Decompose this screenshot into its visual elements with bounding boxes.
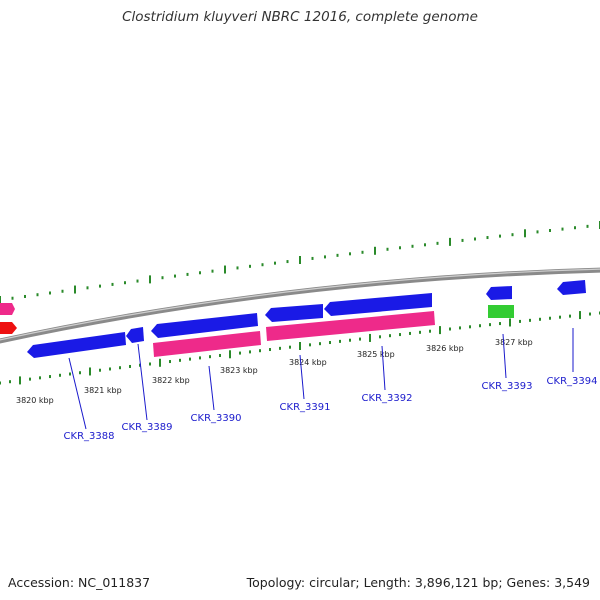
gene-label[interactable]: CKR_3388 — [64, 431, 115, 442]
gene-partial-pink — [0, 303, 15, 315]
genome-summary-text: Topology: circular; Length: 3,896,121 bp… — [246, 575, 590, 590]
gene-leader-line — [137, 343, 148, 421]
scale-label: 3825 kbp — [357, 350, 395, 359]
scale-label: 3821 kbp — [84, 386, 122, 395]
scale-label: 3823 kbp — [220, 366, 258, 375]
gene-CKR_3389[interactable] — [126, 327, 144, 343]
genome-backbone-highlight — [0, 268, 600, 341]
gene-label[interactable]: CKR_3394 — [547, 376, 598, 387]
gene-leader-line — [208, 365, 215, 411]
gene-leader-line — [502, 333, 507, 379]
gene-label[interactable]: CKR_3393 — [482, 381, 533, 392]
map-title: Clostridium kluyveri NBRC 12016, complet… — [122, 9, 478, 25]
scale-label: 3822 kbp — [152, 376, 190, 385]
gene-partial-red — [0, 322, 17, 334]
gene-leader-line — [68, 357, 87, 430]
scale-label: 3820 kbp — [16, 396, 54, 405]
gene-label[interactable]: CKR_3391 — [280, 402, 331, 413]
gene-CKR_3388[interactable] — [27, 332, 126, 358]
outer-tick-track — [0, 221, 600, 304]
gene-CKR_3393[interactable] — [486, 286, 512, 300]
gene-leader-line — [299, 354, 305, 400]
gene-CKR_3391[interactable] — [265, 304, 323, 322]
gene-leader-line — [381, 345, 386, 391]
scale-label: 3826 kbp — [426, 344, 464, 353]
gene-label[interactable]: CKR_3390 — [191, 413, 242, 424]
scale-tick-track — [0, 311, 600, 385]
gene-CKR_3394[interactable] — [557, 280, 586, 295]
rna-gene-2 — [266, 311, 435, 341]
gene-CKR_3392[interactable] — [324, 293, 432, 316]
gene-label[interactable]: CKR_3392 — [362, 393, 413, 404]
genome-backbone — [0, 267, 600, 344]
scale-label: 3827 kbp — [495, 338, 533, 347]
gene-CKR_3390[interactable] — [151, 313, 258, 338]
scale-label: 3824 kbp — [289, 358, 327, 367]
scale-labels: 3820 kbp 3821 kbp 3822 kbp 3823 kbp 3824 kbp… — [16, 338, 533, 405]
rna-gene-1 — [153, 331, 261, 357]
green-gene — [488, 305, 514, 318]
gene-label[interactable]: CKR_3389 — [122, 422, 173, 433]
accession-text: Accession: NC_011837 — [8, 575, 151, 590]
gene-label-leaders: CKR_3388 CKR_3389 CKR_3390 CKR_3391 CKR_3392… — [64, 328, 598, 442]
